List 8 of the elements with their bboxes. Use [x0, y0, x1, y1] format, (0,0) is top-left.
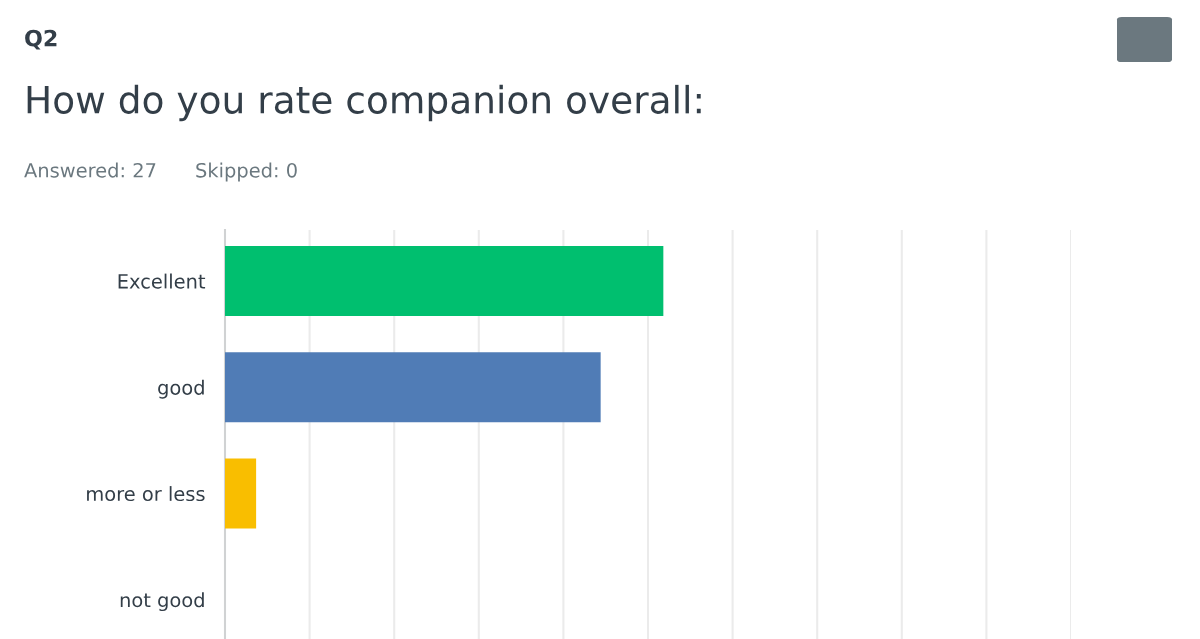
chart-subtitle: Answered: 27 — [24, 162, 156, 178]
y-tick-label: Excellent — [118, 273, 206, 289]
chart-title: How do you rate companion overall: — [27, 84, 701, 122]
text: Q2 — [25, 29, 57, 50]
y-tick-label: more or less — [87, 486, 205, 502]
y-tick-label: not good — [120, 592, 204, 612]
y-tick-label: good — [158, 379, 204, 399]
text: Skipped: 0 — [196, 162, 297, 182]
